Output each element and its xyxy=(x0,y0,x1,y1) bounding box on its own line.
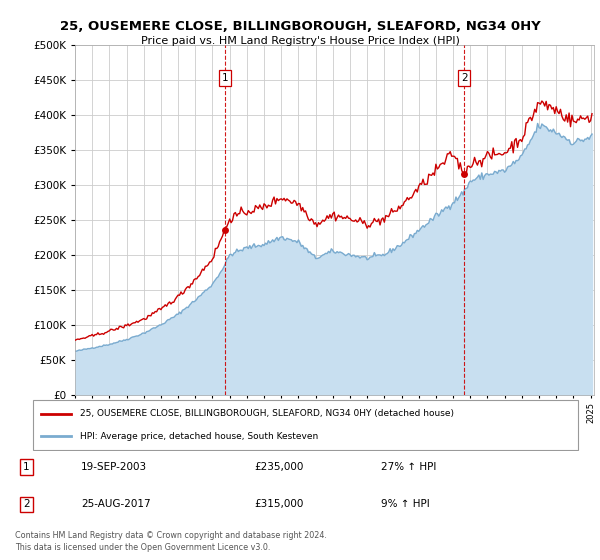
Text: 2: 2 xyxy=(461,73,467,83)
Text: 19-SEP-2003: 19-SEP-2003 xyxy=(81,463,147,473)
Text: £235,000: £235,000 xyxy=(254,463,303,473)
FancyBboxPatch shape xyxy=(33,400,578,450)
Text: HPI: Average price, detached house, South Kesteven: HPI: Average price, detached house, Sout… xyxy=(80,432,318,441)
Text: 25, OUSEMERE CLOSE, BILLINGBOROUGH, SLEAFORD, NG34 0HY: 25, OUSEMERE CLOSE, BILLINGBOROUGH, SLEA… xyxy=(59,20,541,32)
Text: 25-AUG-2017: 25-AUG-2017 xyxy=(81,500,151,510)
Text: 25, OUSEMERE CLOSE, BILLINGBOROUGH, SLEAFORD, NG34 0HY (detached house): 25, OUSEMERE CLOSE, BILLINGBOROUGH, SLEA… xyxy=(80,409,454,418)
Text: Contains HM Land Registry data © Crown copyright and database right 2024.
This d: Contains HM Land Registry data © Crown c… xyxy=(15,531,327,552)
Text: 1: 1 xyxy=(221,73,228,83)
Text: 9% ↑ HPI: 9% ↑ HPI xyxy=(380,500,430,510)
Text: 27% ↑ HPI: 27% ↑ HPI xyxy=(380,463,436,473)
Text: £315,000: £315,000 xyxy=(254,500,303,510)
Text: 1: 1 xyxy=(23,463,30,473)
Text: Price paid vs. HM Land Registry's House Price Index (HPI): Price paid vs. HM Land Registry's House … xyxy=(140,36,460,46)
Text: 2: 2 xyxy=(23,500,30,510)
